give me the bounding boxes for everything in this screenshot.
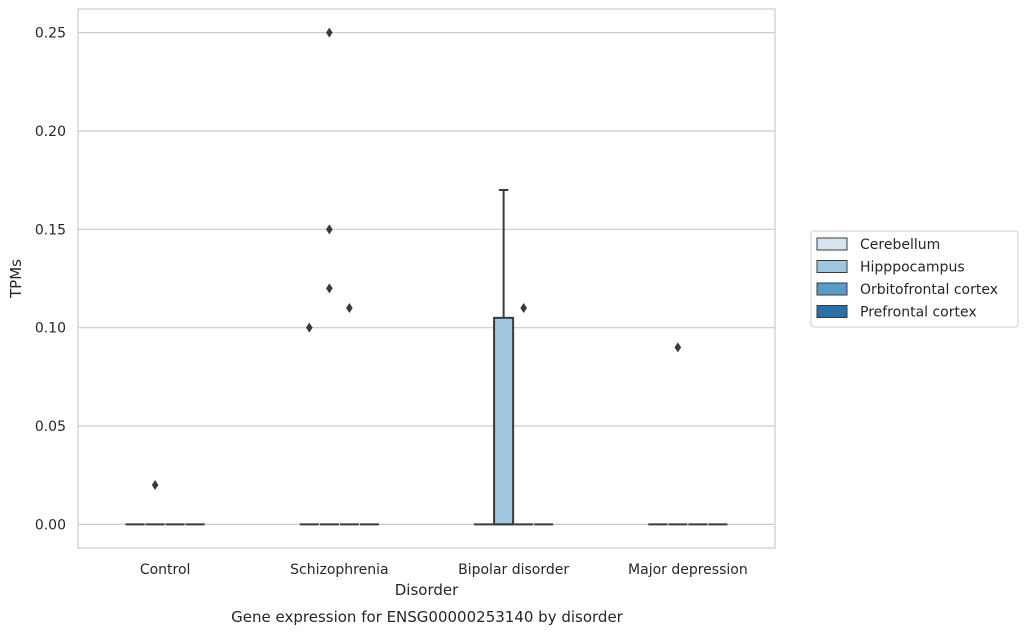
- outlier-point: [520, 303, 527, 314]
- outlier-point: [326, 27, 333, 38]
- y-tick-label: 0.20: [35, 124, 66, 140]
- outlier-point: [151, 480, 159, 491]
- outlier-point: [326, 283, 333, 294]
- legend-label: Prefrontal cortex: [860, 305, 977, 321]
- series-hipppocampus: [145, 27, 688, 526]
- y-tick-label: 0.05: [35, 419, 66, 435]
- legend-swatch: [816, 237, 848, 251]
- legend-item: Prefrontal cortex: [816, 305, 977, 321]
- legend-label: Hipppocampus: [860, 260, 965, 276]
- x-axis-label: Disorder: [395, 581, 459, 599]
- y-tick-label: 0.10: [35, 321, 66, 337]
- series-orbitofrontal-cortex: [165, 303, 708, 526]
- box-series: [125, 27, 728, 526]
- legend-swatch: [816, 282, 848, 296]
- y-tick-label: 0.25: [35, 26, 66, 42]
- x-tick-label: Schizophrenia: [290, 562, 388, 578]
- y-axis-label: TPMs: [7, 259, 25, 299]
- legend-label: Orbitofrontal cortex: [860, 282, 998, 298]
- legend-item: Cerebellum: [816, 237, 940, 253]
- legend: Cerebellum Hipppocampus Orbitofrontal cort…: [810, 230, 1019, 328]
- chart-caption: Gene expression for ENSG00000253140 by d…: [231, 608, 624, 626]
- outlier-point: [326, 224, 333, 235]
- outlier-point: [306, 322, 313, 333]
- plot-frame: [77, 8, 776, 549]
- x-tick-label: Bipolar disorder: [458, 562, 569, 578]
- legend-swatch: [816, 305, 848, 318]
- x-tick-label: Major depression: [628, 562, 748, 578]
- legend-item: Hipppocampus: [816, 260, 965, 276]
- box: [493, 316, 515, 526]
- x-tick-label: Control: [140, 562, 191, 578]
- x-tick-labels: Control Schizophrenia Bipolar disorder Majo…: [140, 562, 748, 578]
- legend-label: Cerebellum: [860, 237, 940, 253]
- legend-item: Orbitofrontal cortex: [816, 282, 998, 298]
- legend-swatch: [816, 260, 848, 273]
- y-tick-label: 0.15: [35, 222, 66, 238]
- y-tick-label: 0.00: [35, 517, 66, 533]
- legend-frame: [810, 230, 1019, 328]
- series-cerebellum: [125, 322, 668, 526]
- outlier-point: [674, 342, 682, 353]
- outlier-point: [346, 303, 353, 314]
- y-tick-labels: 0.00 0.05 0.10 0.15 0.20 0.25: [35, 26, 66, 534]
